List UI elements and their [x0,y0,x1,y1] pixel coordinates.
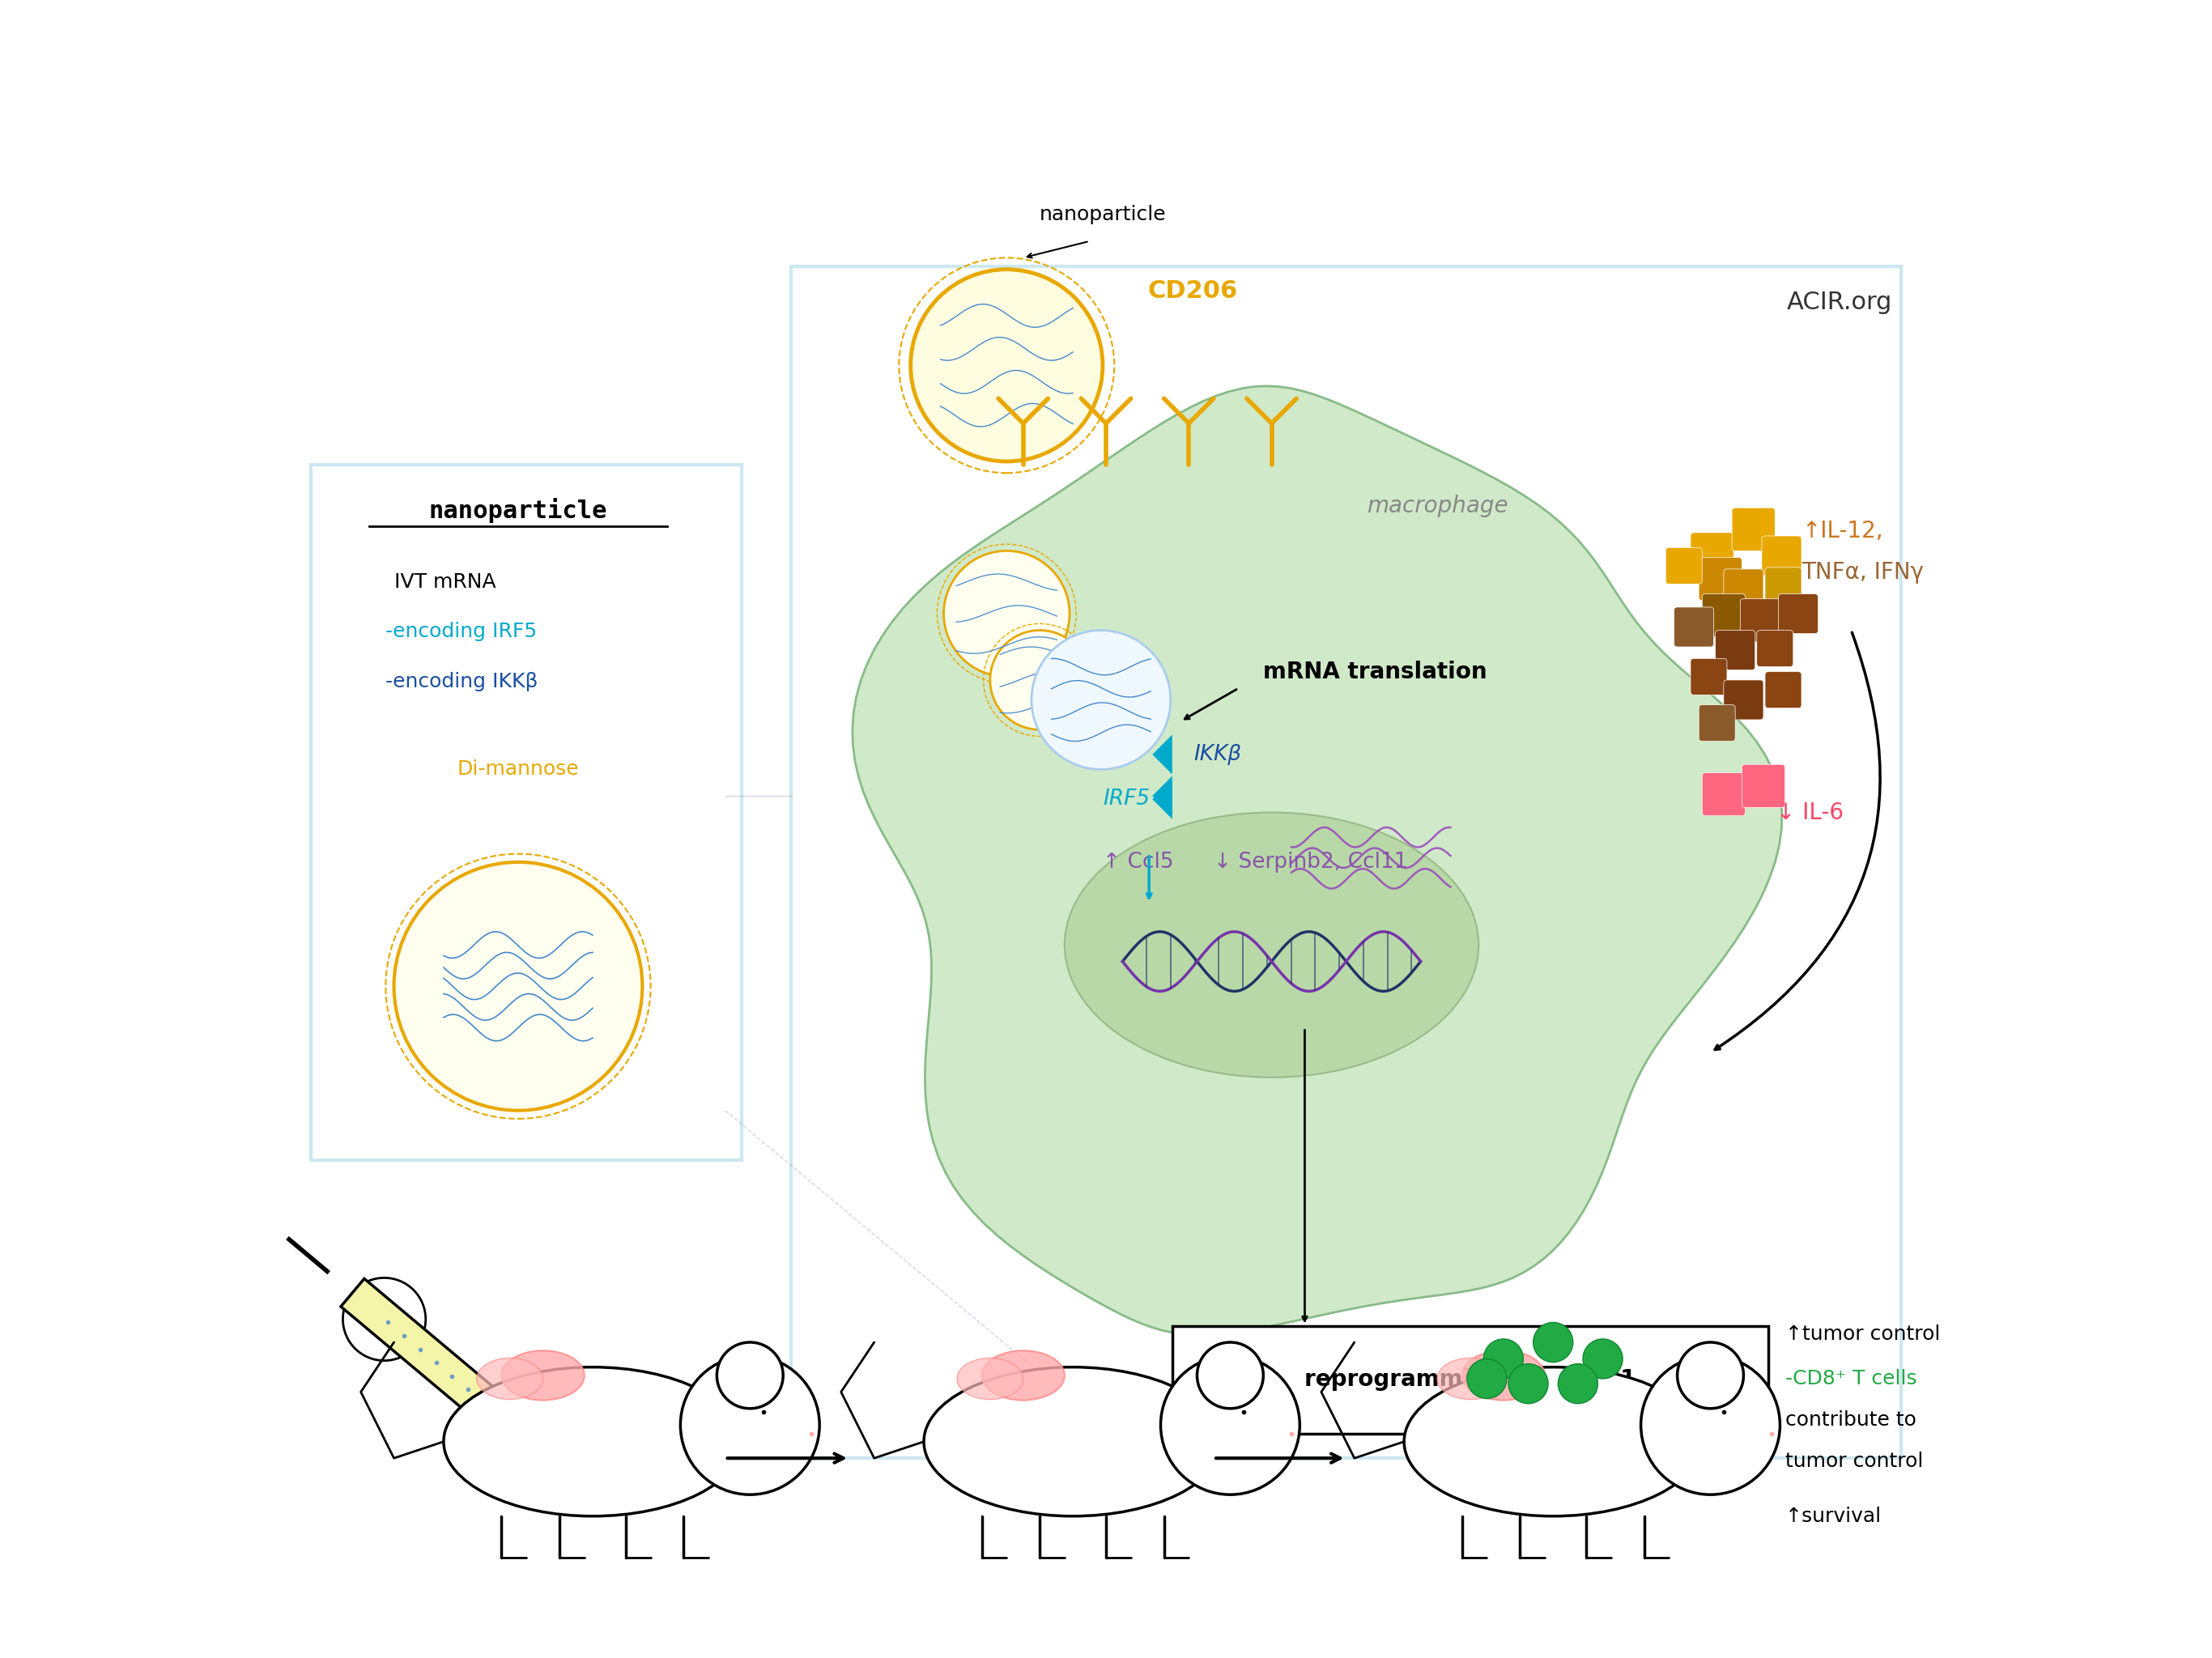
Circle shape [681,1356,818,1494]
Circle shape [1509,1365,1548,1404]
Ellipse shape [982,1351,1064,1401]
Circle shape [1641,1356,1781,1494]
FancyBboxPatch shape [1778,594,1818,633]
FancyBboxPatch shape [1723,569,1763,608]
Circle shape [1161,1356,1301,1494]
FancyBboxPatch shape [1723,680,1763,720]
Text: CD206: CD206 [1148,279,1237,303]
Text: ↓ Serpinb2, Ccl11: ↓ Serpinb2, Ccl11 [1214,852,1407,872]
Circle shape [717,1343,783,1409]
Text: reprogramming  M2 to M1: reprogramming M2 to M1 [1305,1368,1637,1391]
Circle shape [1031,630,1170,769]
Ellipse shape [502,1351,584,1401]
Polygon shape [1152,779,1172,819]
FancyBboxPatch shape [1690,658,1728,695]
Text: -CD8⁺ T cells: -CD8⁺ T cells [1785,1370,1916,1388]
Ellipse shape [1064,812,1478,1078]
FancyBboxPatch shape [1666,547,1703,584]
Circle shape [945,550,1071,676]
Text: TNFα, IFNγ: TNFα, IFNγ [1801,560,1924,584]
Text: -encoding IRF5: -encoding IRF5 [385,622,538,642]
Circle shape [394,862,641,1111]
Circle shape [1484,1340,1524,1379]
Circle shape [1467,1360,1506,1399]
FancyBboxPatch shape [1761,536,1801,575]
FancyBboxPatch shape [1765,671,1801,708]
FancyBboxPatch shape [1741,599,1783,642]
FancyBboxPatch shape [1703,773,1745,816]
Ellipse shape [445,1368,741,1515]
Ellipse shape [1438,1358,1504,1399]
Text: Di-mannose: Di-mannose [458,759,580,779]
Circle shape [1584,1340,1624,1379]
Text: -encoding IKKβ: -encoding IKKβ [385,671,538,691]
Circle shape [1557,1365,1597,1404]
Circle shape [1533,1323,1573,1363]
Polygon shape [341,1278,542,1456]
Circle shape [343,1278,425,1361]
FancyBboxPatch shape [1732,507,1774,550]
Ellipse shape [478,1358,542,1399]
Circle shape [1677,1343,1743,1409]
Circle shape [1197,1343,1263,1409]
FancyBboxPatch shape [1714,630,1754,670]
Text: mRNA translation: mRNA translation [1263,660,1486,683]
Polygon shape [1152,776,1172,816]
FancyBboxPatch shape [1703,594,1745,637]
FancyBboxPatch shape [1172,1326,1767,1434]
Text: ACIR.org: ACIR.org [1787,290,1893,315]
Text: IKKβ: IKKβ [1194,744,1241,764]
FancyBboxPatch shape [312,464,741,1161]
Circle shape [911,269,1104,461]
Text: macrophage: macrophage [1367,494,1509,517]
Text: ↓ IL-6: ↓ IL-6 [1776,801,1845,824]
FancyBboxPatch shape [1765,567,1801,604]
Polygon shape [1152,734,1172,774]
Text: ↑ Ccl5: ↑ Ccl5 [1104,852,1175,872]
Polygon shape [852,386,1783,1335]
FancyBboxPatch shape [1741,764,1785,807]
Text: IRF5: IRF5 [1104,789,1150,809]
FancyBboxPatch shape [1756,630,1794,667]
FancyBboxPatch shape [1699,557,1741,600]
Ellipse shape [925,1368,1221,1515]
Ellipse shape [1405,1368,1703,1515]
Text: ↑survival: ↑survival [1785,1507,1882,1525]
Text: nanoparticle: nanoparticle [429,497,608,522]
Text: ↑IL-12,: ↑IL-12, [1801,519,1882,542]
Text: IVT mRNA: IVT mRNA [394,572,495,592]
FancyBboxPatch shape [1699,705,1734,741]
Ellipse shape [1462,1351,1544,1401]
Ellipse shape [958,1358,1024,1399]
FancyBboxPatch shape [1690,532,1734,575]
Text: ↑tumor control: ↑tumor control [1785,1325,1940,1343]
Text: nanoparticle: nanoparticle [1040,206,1166,224]
Circle shape [991,630,1091,730]
Text: tumor control: tumor control [1785,1452,1922,1471]
Text: contribute to: contribute to [1785,1411,1916,1429]
FancyBboxPatch shape [1674,607,1714,647]
FancyBboxPatch shape [792,265,1900,1457]
